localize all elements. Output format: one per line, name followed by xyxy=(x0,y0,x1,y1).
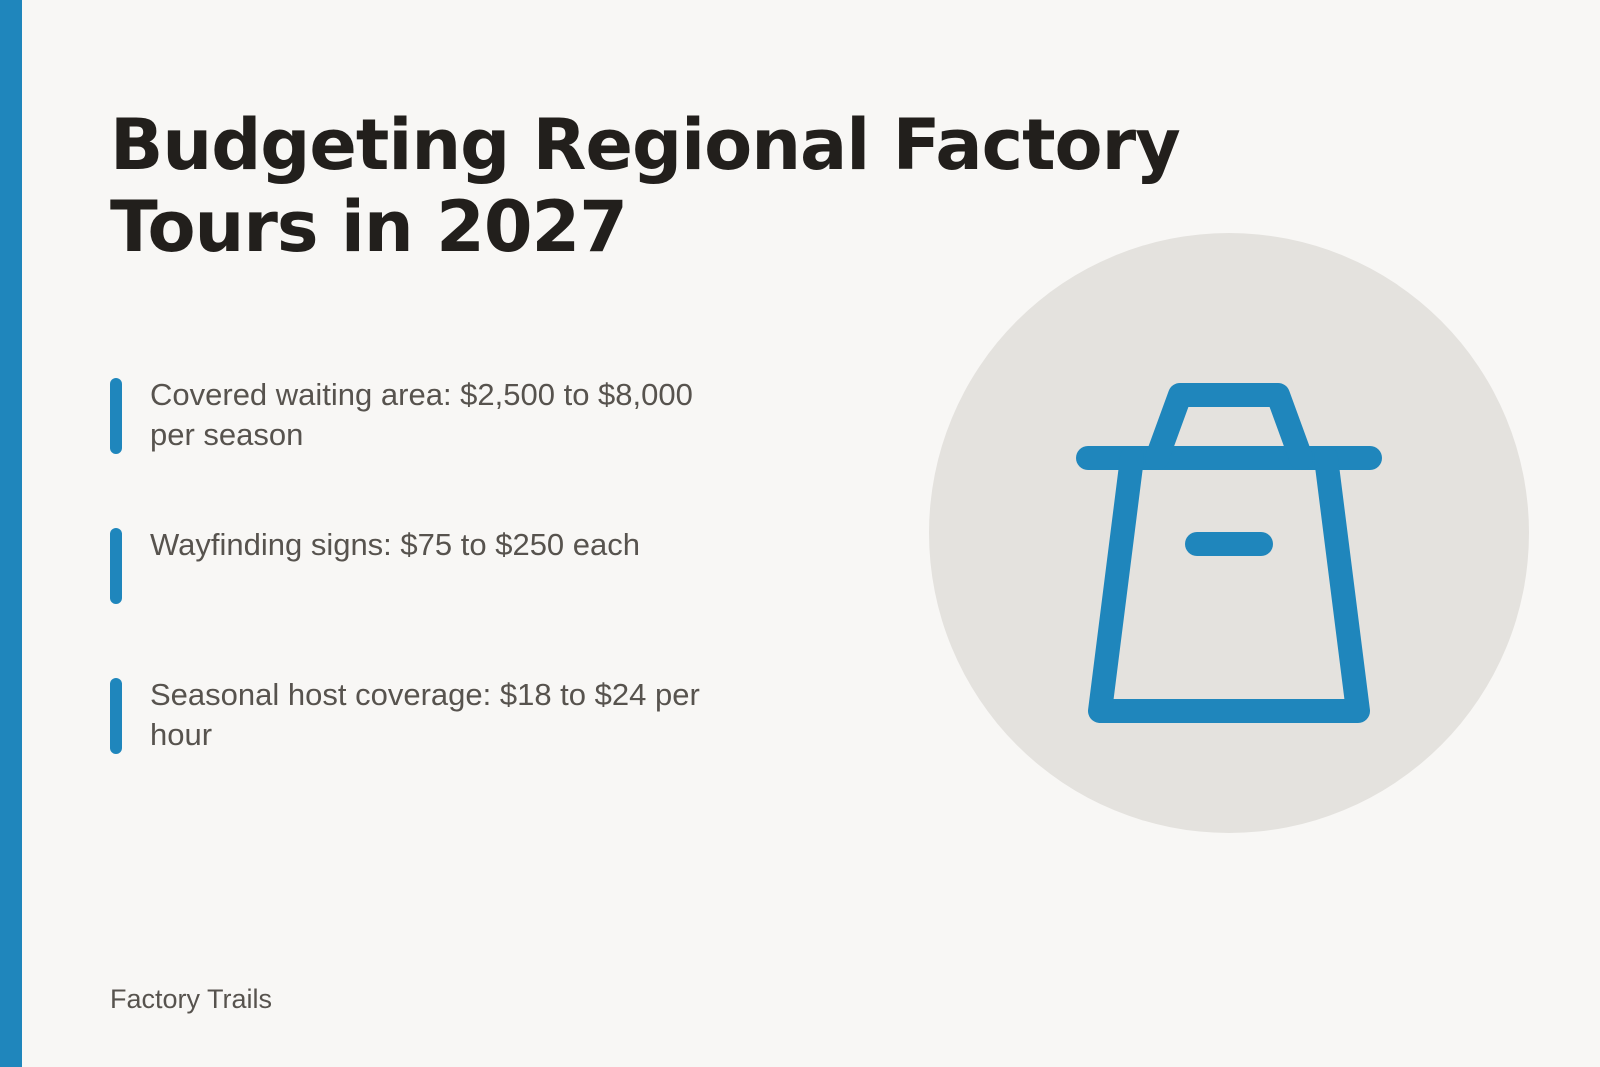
page-title: Budgeting Regional Factory Tours in 2027 xyxy=(110,104,1181,268)
item-marker xyxy=(110,678,122,754)
illustration xyxy=(929,233,1529,833)
item-marker xyxy=(110,378,122,454)
item-marker xyxy=(110,528,122,604)
shopping-bag-icon xyxy=(929,233,1529,833)
cost-item-text: Wayfinding signs: $75 to $250 each xyxy=(150,527,641,562)
cost-item-text: Covered waiting area: $2,500 to $8,000 p… xyxy=(150,377,693,452)
cost-item-waiting-area: Covered waiting area: $2,500 to $8,000 p… xyxy=(110,377,730,458)
cost-item-text: Seasonal host coverage: $18 to $24 per h… xyxy=(150,677,700,752)
left-accent-bar xyxy=(0,0,22,1067)
cost-item-host-coverage: Seasonal host coverage: $18 to $24 per h… xyxy=(110,677,730,758)
brand-footer: Factory Trails xyxy=(110,984,273,1014)
bag-handle xyxy=(1145,383,1313,470)
cost-item-wayfinding-signs: Wayfinding signs: $75 to $250 each xyxy=(110,527,730,608)
bag-body xyxy=(1088,446,1370,723)
